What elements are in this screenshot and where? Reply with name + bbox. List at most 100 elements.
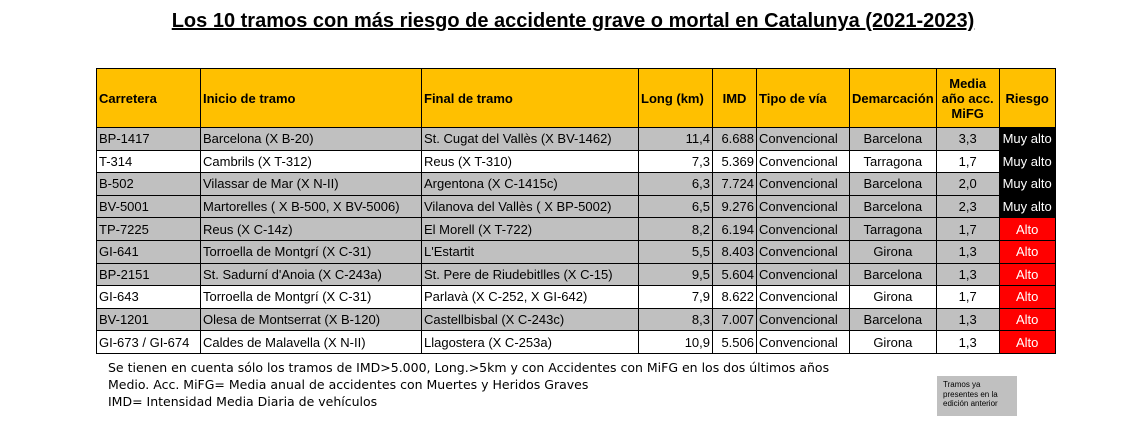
cell-carretera: TP-7225 — [96, 217, 201, 241]
header-final: Final de tramo — [421, 68, 639, 128]
legend-previous-edition: Tramos ya presentes en la edición anteri… — [937, 376, 1017, 416]
cell-imd: 8.622 — [712, 285, 757, 309]
cell-long: 5,5 — [638, 239, 713, 264]
cell-riesgo: Muy alto — [998, 194, 1056, 219]
header-imd: IMD — [712, 68, 757, 128]
cell-carretera: T-314 — [96, 149, 201, 174]
cell-media: 1,3 — [935, 330, 1000, 354]
cell-final: Reus (X T-310) — [421, 149, 639, 174]
cell-long: 8,3 — [638, 307, 713, 332]
footnote-imd-definition: IMD= Intensidad Media Diaria de vehículo… — [108, 394, 378, 409]
cell-imd: 8.403 — [712, 239, 757, 264]
table-row: GI-641 Torroella de Montgrí (X C-31) L'E… — [96, 239, 1056, 264]
cell-tipo: Convencional — [756, 172, 850, 196]
cell-media: 1,7 — [935, 149, 1000, 174]
cell-final: Castellbisbal (X C-243c) — [421, 307, 639, 332]
cell-final: St. Cugat del Vallès (X BV-1462) — [421, 127, 639, 151]
header-tipo: Tipo de vía — [756, 68, 850, 128]
table-header-row: Carretera Inicio de tramo Final de tramo… — [96, 68, 1056, 128]
cell-demarcacion: Barcelona — [849, 172, 937, 196]
cell-demarcacion: Girona — [849, 285, 937, 309]
footnote-media-definition: Medio. Acc. MiFG= Media anual de acciden… — [108, 377, 589, 392]
cell-media: 1,3 — [935, 307, 1000, 332]
cell-media: 1,7 — [935, 285, 1000, 309]
legend-line: Tramos ya — [943, 380, 981, 389]
cell-carretera: B-502 — [96, 172, 201, 196]
cell-media: 2,0 — [935, 172, 1000, 196]
footnotes: Se tienen en cuenta sólo los tramos de I… — [108, 359, 829, 410]
cell-imd: 6.688 — [712, 127, 757, 151]
cell-long: 7,9 — [638, 285, 713, 309]
cell-final: Parlavà (X C-252, X GI-642) — [421, 285, 639, 309]
header-media-line1: Media — [949, 75, 987, 91]
cell-tipo: Convencional — [756, 330, 850, 354]
table-row: BV-5001 Martorelles ( X B-500, X BV-5006… — [96, 194, 1056, 219]
cell-carretera: BV-1201 — [96, 307, 201, 332]
cell-riesgo: Alto — [998, 217, 1056, 241]
cell-riesgo: Muy alto — [998, 127, 1056, 151]
cell-media: 3,3 — [935, 127, 1000, 151]
cell-long: 6,5 — [638, 194, 713, 219]
cell-tipo: Convencional — [756, 307, 850, 332]
cell-long: 6,3 — [638, 172, 713, 196]
cell-long: 11,4 — [638, 127, 713, 151]
cell-demarcacion: Tarragona — [849, 217, 937, 241]
table-row: GI-643 Torroella de Montgrí (X C-31) Par… — [96, 285, 1056, 309]
cell-inicio: Caldes de Malavella (X N-II) — [200, 330, 422, 354]
cell-riesgo: Alto — [998, 330, 1056, 354]
cell-tipo: Convencional — [756, 217, 850, 241]
cell-media: 1,3 — [935, 239, 1000, 264]
cell-inicio: Martorelles ( X B-500, X BV-5006) — [200, 194, 422, 219]
cell-imd: 5.604 — [712, 262, 757, 287]
cell-riesgo: Alto — [998, 285, 1056, 309]
table-row: T-314 Cambrils (X T-312) Reus (X T-310) … — [96, 149, 1056, 174]
cell-tipo: Convencional — [756, 285, 850, 309]
footnote-criteria: Se tienen en cuenta sólo los tramos de I… — [108, 360, 830, 375]
cell-carretera: GI-673 / GI-674 — [96, 330, 201, 354]
cell-long: 7,3 — [638, 149, 713, 174]
cell-tipo: Convencional — [756, 262, 850, 287]
cell-long: 10,9 — [638, 330, 713, 354]
cell-riesgo: Muy alto — [998, 149, 1056, 174]
cell-demarcacion: Barcelona — [849, 127, 937, 151]
cell-demarcacion: Tarragona — [849, 149, 937, 174]
cell-inicio: St. Sadurní d'Anoia (X C-243a) — [200, 262, 422, 287]
cell-imd: 9.276 — [712, 194, 757, 219]
cell-carretera: GI-643 — [96, 285, 201, 309]
header-inicio: Inicio de tramo — [200, 68, 422, 128]
header-media-line2: año acc. — [941, 90, 994, 106]
table-row: BV-1201 Olesa de Montserrat (X B-120) Ca… — [96, 307, 1056, 332]
cell-demarcacion: Girona — [849, 239, 937, 264]
table-row: GI-673 / GI-674 Caldes de Malavella (X N… — [96, 330, 1056, 354]
cell-imd: 6.194 — [712, 217, 757, 241]
cell-tipo: Convencional — [756, 239, 850, 264]
cell-imd: 5.506 — [712, 330, 757, 354]
cell-tipo: Convencional — [756, 149, 850, 174]
cell-riesgo: Alto — [998, 262, 1056, 287]
cell-inicio: Barcelona (X B-20) — [200, 127, 422, 151]
legend-line: presentes en la — [943, 389, 998, 399]
cell-tipo: Convencional — [756, 194, 850, 219]
cell-inicio: Cambrils (X T-312) — [200, 149, 422, 174]
cell-demarcacion: Barcelona — [849, 194, 937, 219]
cell-carretera: BP-2151 — [96, 262, 201, 287]
cell-media: 2,3 — [935, 194, 1000, 219]
cell-final: El Morell (X T-722) — [421, 217, 639, 241]
header-long: Long (km) — [638, 68, 713, 128]
cell-final: Argentona (X C-1415c) — [421, 172, 639, 196]
cell-carretera: BP-1417 — [96, 127, 201, 151]
cell-imd: 7.724 — [712, 172, 757, 196]
cell-final: L'Estartit — [421, 239, 639, 264]
table-row: BP-1417 Barcelona (X B-20) St. Cugat del… — [96, 127, 1056, 151]
table-row: TP-7225 Reus (X C-14z) El Morell (X T-72… — [96, 217, 1056, 241]
header-demarcacion: Demarcación — [849, 68, 937, 128]
page-title: Los 10 tramos con más riesgo de accident… — [171, 10, 975, 32]
table-row: B-502 Vilassar de Mar (X N-II) Argentona… — [96, 172, 1056, 196]
cell-inicio: Vilassar de Mar (X N-II) — [200, 172, 422, 196]
cell-inicio: Olesa de Montserrat (X B-120) — [200, 307, 422, 332]
cell-demarcacion: Barcelona — [849, 262, 937, 287]
cell-riesgo: Alto — [998, 239, 1056, 264]
cell-long: 8,2 — [638, 217, 713, 241]
header-media: Media año acc. MiFG — [935, 68, 1000, 128]
cell-tipo: Convencional — [756, 127, 850, 151]
